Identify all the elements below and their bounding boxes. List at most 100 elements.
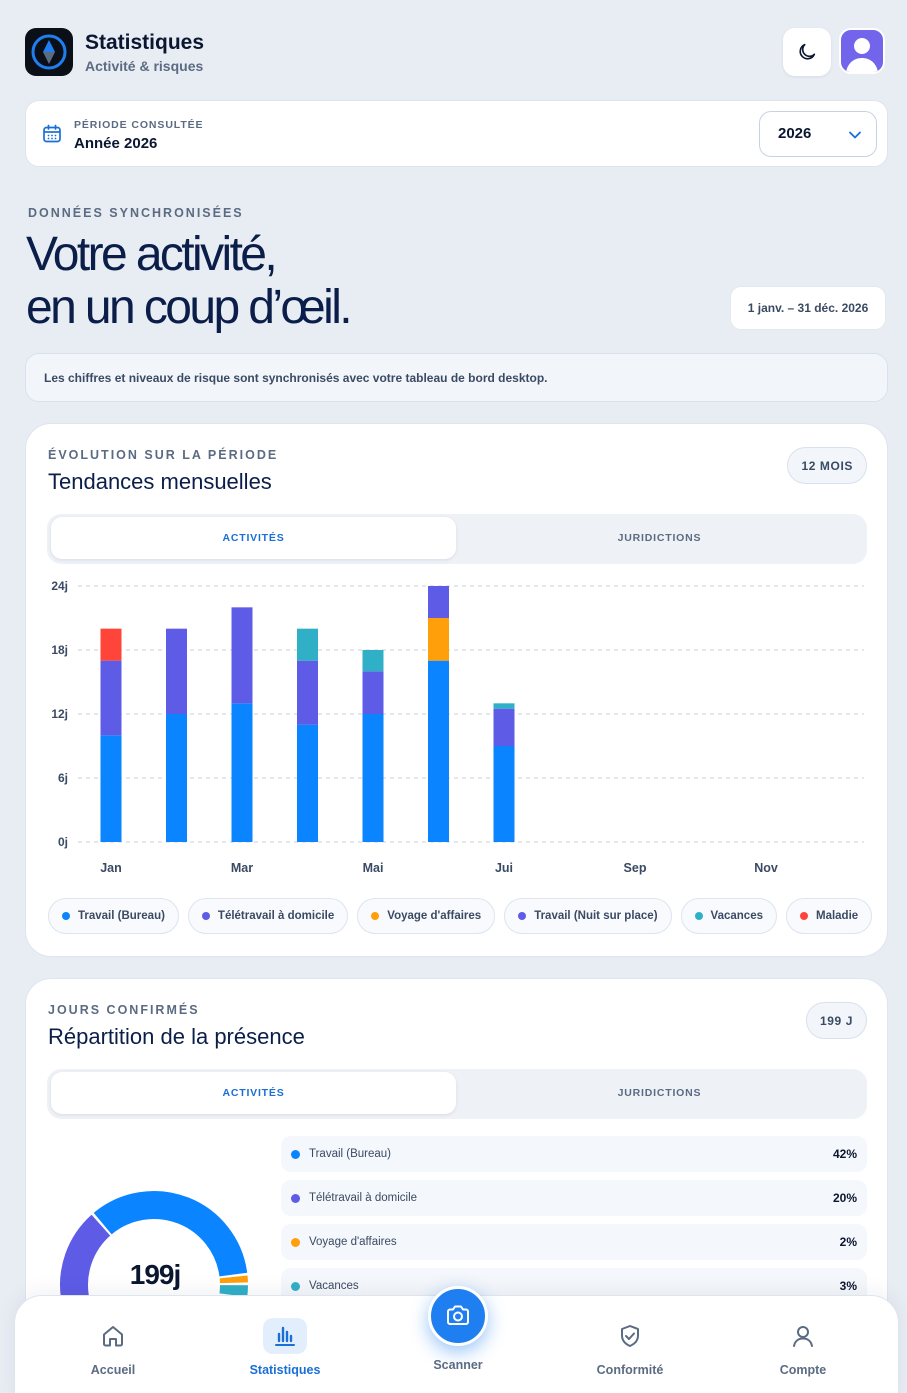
moon-icon — [799, 43, 816, 60]
chevron-down-icon — [849, 131, 861, 139]
list-item-label: Voyage d'affaires — [309, 1236, 397, 1248]
app-header: Statistiques Activité & risques — [25, 28, 885, 78]
legend-item[interactable]: Maladie — [785, 898, 873, 934]
days-badge: 199 J — [805, 1002, 867, 1039]
period-label: PÉRIODE CONSULTÉE — [74, 119, 204, 131]
list-item[interactable]: Télétravail à domicile 20% — [281, 1180, 867, 1216]
chart-legend: Travail (Bureau) Télétravail à domicile Vo… — [48, 898, 873, 934]
nav-label-home: Accueil — [90, 1363, 136, 1377]
y-tick-label: 12j — [51, 707, 68, 721]
bar-segment[interactable] — [100, 735, 122, 842]
x-tick-label: Nov — [754, 861, 778, 875]
trends-eyebrow: ÉVOLUTION SUR LA PÉRIODE — [48, 448, 279, 462]
tab-activities[interactable]: ACTIVITÉS — [51, 1072, 456, 1114]
legend-label: Vacances — [710, 910, 763, 922]
nav-label-scanner: Scanner — [433, 1358, 483, 1372]
nav-label-statistics: Statistiques — [249, 1363, 321, 1377]
bar-segment[interactable] — [100, 660, 122, 736]
list-item-dot — [291, 1281, 300, 1291]
bar-segment[interactable] — [362, 671, 384, 714]
donut-segment[interactable] — [93, 1191, 248, 1277]
nav-item-home[interactable]: Accueil — [53, 1296, 173, 1386]
x-tick-label: Mar — [231, 861, 253, 875]
distribution-list: Travail (Bureau) 42% Télétravail à domicil… — [281, 1136, 867, 1312]
year-select-value: 2026 — [778, 125, 812, 142]
legend-label: Voyage d'affaires — [387, 910, 482, 922]
donut-total: 199j — [129, 1259, 182, 1290]
scanner-button[interactable] — [428, 1286, 488, 1346]
compass-icon — [25, 28, 73, 76]
list-item[interactable]: Travail (Bureau) 42% — [281, 1136, 867, 1172]
list-item-percent: 3% — [839, 1279, 857, 1293]
sync-info-banner: Les chiffres et niveaux de risque sont s… — [25, 353, 888, 402]
x-tick-label: Sep — [624, 861, 647, 875]
bar-segment[interactable] — [362, 650, 384, 672]
y-tick-label: 6j — [58, 771, 68, 785]
months-badge: 12 MOIS — [787, 447, 867, 484]
page-subtitle: Activité & risques — [85, 58, 204, 74]
x-tick-label: Mai — [363, 861, 384, 875]
bar-segment[interactable] — [493, 746, 515, 842]
donut-segment[interactable] — [60, 1214, 111, 1300]
bar-segment[interactable] — [297, 660, 318, 725]
shield-check-icon — [608, 1318, 652, 1354]
list-item-percent: 42% — [832, 1147, 857, 1161]
list-item-dot — [291, 1149, 300, 1159]
y-tick-label: 24j — [51, 579, 68, 593]
y-tick-label: 0j — [58, 835, 68, 849]
hero-title: Votre activité, en un coup d’œil. — [26, 228, 526, 334]
list-item-percent: 2% — [839, 1235, 857, 1249]
bar-segment[interactable] — [231, 703, 253, 842]
bar-segment[interactable] — [297, 724, 318, 842]
donut-segment[interactable] — [219, 1284, 248, 1297]
bar-segment[interactable] — [493, 708, 515, 746]
hero-eyebrow: DONNÉES SYNCHRONISÉES — [28, 206, 244, 220]
bar-segment[interactable] — [231, 607, 253, 704]
legend-label: Maladie — [815, 910, 859, 922]
nav-item-compliance[interactable]: Conformité — [570, 1296, 690, 1386]
bar-segment[interactable] — [428, 660, 449, 842]
period-card: PÉRIODE CONSULTÉE Année 2026 2026 — [25, 100, 888, 167]
legend-item[interactable]: Télétravail à domicile — [187, 898, 349, 934]
legend-dot — [371, 912, 380, 920]
avatar-button[interactable] — [839, 28, 885, 74]
legend-item[interactable]: Vacances — [680, 898, 777, 934]
trends-title: Tendances mensuelles — [48, 469, 272, 494]
list-item[interactable]: Voyage d'affaires 2% — [281, 1224, 867, 1260]
presence-segmented-control: ACTIVITÉS JURIDICTIONS — [47, 1069, 867, 1119]
legend-dot — [62, 912, 70, 920]
camera-icon — [447, 1305, 469, 1325]
nav-label-compliance: Conformité — [596, 1363, 664, 1377]
nav-item-statistics[interactable]: Statistiques — [225, 1296, 345, 1386]
bar-segment[interactable] — [493, 703, 515, 709]
legend-label: Travail (Nuit sur place) — [534, 910, 658, 922]
bar-segment[interactable] — [428, 586, 449, 618]
legend-item[interactable]: Travail (Nuit sur place) — [504, 898, 672, 934]
list-item-label: Vacances — [309, 1280, 359, 1292]
tab-jurisdictions[interactable]: JURIDICTIONS — [617, 1087, 702, 1099]
hero-title-line-1: Votre activité, — [26, 228, 278, 281]
year-select[interactable]: 2026 — [759, 111, 877, 157]
bar-segment[interactable] — [166, 714, 187, 842]
bar-chart-icon — [263, 1318, 307, 1354]
legend-item[interactable]: Voyage d'affaires — [357, 898, 496, 934]
bar-segment[interactable] — [297, 628, 318, 661]
tab-jurisdictions[interactable]: JURIDICTIONS — [617, 532, 702, 544]
tab-activities[interactable]: ACTIVITÉS — [51, 517, 456, 559]
theme-toggle-button[interactable] — [783, 28, 831, 76]
user-icon — [846, 38, 878, 72]
presence-title: Répartition de la présence — [48, 1024, 305, 1049]
bar-segment[interactable] — [100, 628, 122, 661]
list-item-dot — [291, 1193, 300, 1203]
legend-dot — [799, 912, 808, 920]
nav-item-account[interactable]: Compte — [743, 1296, 863, 1386]
date-range-chip: 1 janv. – 31 déc. 2026 — [730, 286, 886, 330]
bar-segment[interactable] — [362, 714, 384, 842]
bar-segment[interactable] — [428, 618, 449, 661]
bar-segment[interactable] — [166, 628, 187, 714]
list-item-percent: 20% — [832, 1191, 857, 1205]
trends-segmented-control: ACTIVITÉS JURIDICTIONS — [47, 514, 867, 564]
trends-card: ÉVOLUTION SUR LA PÉRIODE Tendances mensu… — [25, 423, 888, 957]
legend-item[interactable]: Travail (Bureau) — [48, 898, 179, 934]
legend-dot — [201, 912, 210, 920]
